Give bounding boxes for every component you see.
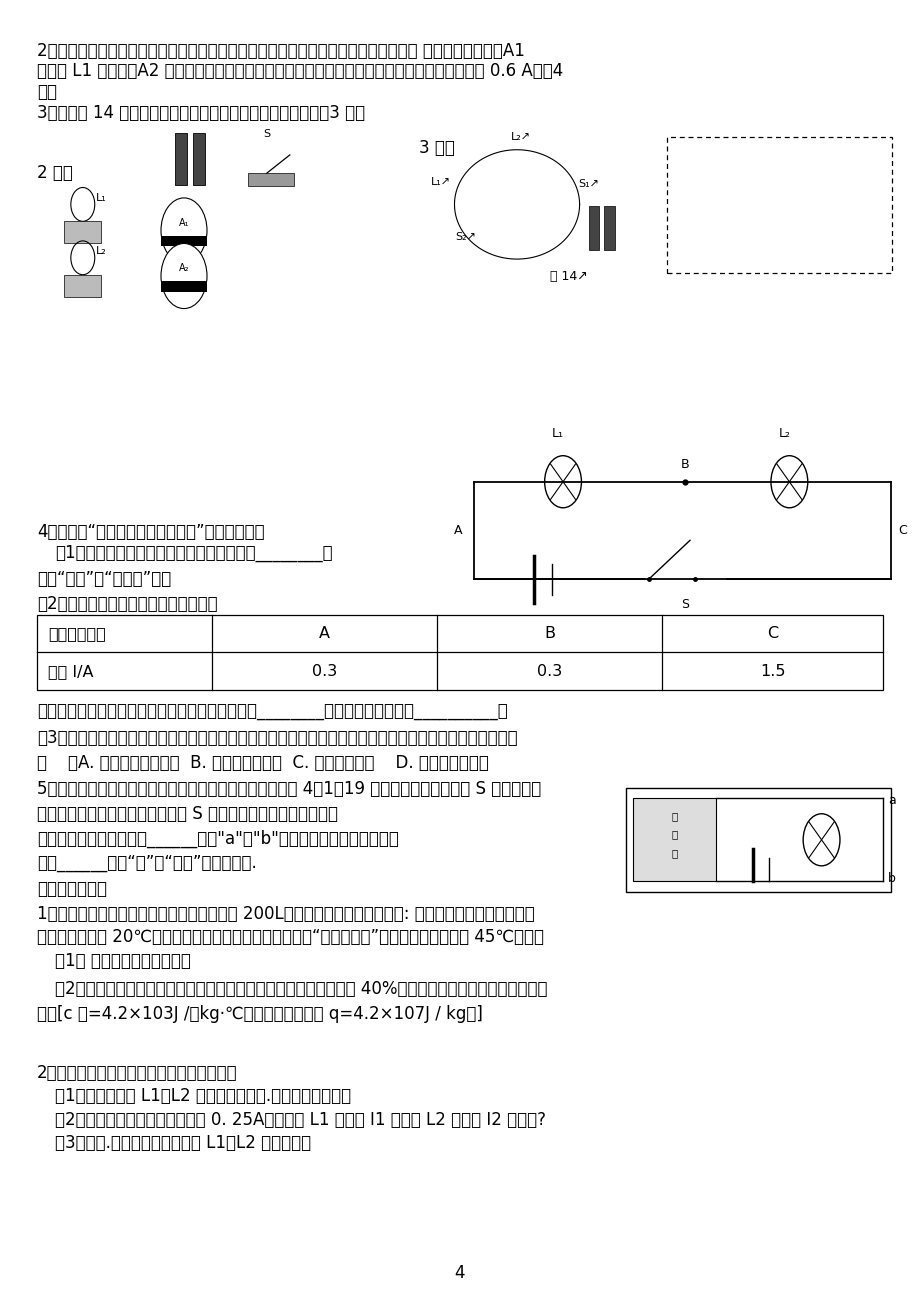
Bar: [625, 788, 890, 892]
Text: 5、恐怖分子在公共场所安装了定时炸弹，其引爆装置如图 4－1－19 所示，起爆前定时开关 S 是闭合的，: 5、恐怖分子在公共场所安装了定时炸弹，其引爆装置如图 4－1－19 所示，起爆前…: [37, 780, 540, 798]
Bar: [632, 798, 715, 881]
Text: 4: 4: [454, 1264, 465, 1282]
Circle shape: [770, 456, 807, 508]
Bar: [64, 275, 101, 297]
Text: B: B: [680, 458, 689, 471]
Text: （2）下表是某同学实验中的二组数据：: （2）下表是某同学实验中的二组数据：: [37, 595, 217, 613]
Text: L₁: L₁: [551, 427, 563, 440]
Text: 爆: 爆: [671, 829, 676, 840]
Text: （    ）A. 通过灯泡的电流小  B. 灯泡的灯丝断了  C. 灯丝的电阔小    D. 小灯泡靠近负极: （ ）A. 通过灯泡的电流小 B. 灯泡的灯丝断了 C. 灯丝的电阔小 D. 小…: [37, 754, 488, 772]
Circle shape: [161, 243, 207, 309]
Bar: [588, 206, 598, 250]
Text: 2 题：: 2 题：: [37, 164, 73, 182]
Text: L₂↗: L₂↗: [510, 132, 530, 142]
Text: S₂↗: S₂↗: [455, 232, 476, 242]
Bar: [248, 173, 294, 186]
Bar: [64, 221, 101, 243]
Text: 器: 器: [671, 848, 676, 858]
Text: 自来水的温度为 20℃，然后给热水器水筱送满水，中午时“温度传感器”显示水筱中的水温为 45℃。求：: 自来水的温度为 20℃，然后给热水器水筱送满水，中午时“温度传感器”显示水筱中的…: [37, 928, 543, 947]
Text: 停止工作，拆弹专家应在______（填"a"或"b"）处剪断导线，拆除前起爆: 停止工作，拆弹专家应在______（填"a"或"b"）处剪断导线，拆除前起爆: [37, 829, 398, 848]
Bar: [161, 281, 207, 292]
Text: 0.3: 0.3: [312, 664, 336, 678]
Text: C: C: [766, 626, 777, 641]
Text: L₂: L₂: [96, 246, 107, 256]
Text: A: A: [319, 626, 329, 641]
Text: 测通过 L1 的电流，A2 测干路的电流。请把实物按要求连成电路。（干路和支路中的电流均小于 0.6 A）（4: 测通过 L1 的电流，A2 测干路的电流。请把实物按要求连成电路。（干路和支路中…: [37, 62, 562, 81]
Text: （3）实验中某同学发现两个串联的小灯泡中，一个发光，一个不发光，造成其中一个小灯泡不发光的原因是: （3）实验中某同学发现两个串联的小灯泡中，一个发光，一个不发光，造成其中一个小灯…: [37, 729, 516, 747]
Circle shape: [161, 198, 207, 263]
Text: A₁: A₁: [178, 217, 189, 228]
Bar: [193, 133, 205, 185]
Text: 起: 起: [671, 811, 676, 822]
Circle shape: [544, 456, 581, 508]
Text: 器上______（填“有”或“没有”）电流通过.: 器上______（填“有”或“没有”）电流通过.: [37, 854, 256, 872]
Text: 3、根据图 14 中所示的实物连接图，在方框内画出电路图。（3 分）: 3、根据图 14 中所示的实物连接图，在方框内画出电路图。（3 分）: [37, 104, 365, 122]
Text: 2、认真观察分析电路图并解答下面的问题：: 2、认真观察分析电路图并解答下面的问题：: [37, 1064, 237, 1082]
Circle shape: [802, 814, 839, 866]
Text: 0.3: 0.3: [537, 664, 562, 678]
Text: L₁: L₁: [96, 193, 107, 203]
Text: C: C: [897, 525, 906, 536]
Text: （1）如果要使灯 L1、L2 串联，则应闭合.断开哪几个开关。: （1）如果要使灯 L1、L2 串联，则应闭合.断开哪几个开关。: [55, 1087, 351, 1105]
Text: 图 14↗: 图 14↗: [550, 270, 587, 283]
Text: 2、现有两节电池，一个开关，导线若干，两个小灯泡，两个电流表，如图所示。要求 两只小灯泡并联，A1: 2、现有两节电池，一个开关，导线若干，两个小灯泡，两个电流表，如图所示。要求 两…: [37, 42, 524, 60]
Text: 3 题：: 3 题：: [418, 139, 454, 158]
Text: （1） 水吸收的热量是多少？: （1） 水吸收的热量是多少？: [55, 952, 191, 970]
Bar: [161, 236, 207, 246]
Bar: [175, 133, 187, 185]
Text: 六、计算题（）: 六、计算题（）: [37, 880, 107, 898]
Text: B: B: [544, 626, 554, 641]
Text: A₂: A₂: [178, 263, 189, 273]
Text: 分）: 分）: [37, 83, 57, 102]
Text: 电流 I/A: 电流 I/A: [48, 664, 93, 678]
Text: S: S: [263, 129, 270, 139]
Text: L₂: L₂: [777, 427, 789, 440]
Text: 1、小阳同学家的太阳能热水器，水筱容积是 200L。小阳进行了一次观察活动: 某天早上，他用温度计测得: 1、小阳同学家的太阳能热水器，水筱容积是 200L。小阳进行了一次观察活动: 某…: [37, 905, 534, 923]
Text: A: A: [454, 525, 462, 536]
Bar: [604, 206, 614, 250]
Text: S₁↗: S₁↗: [577, 178, 598, 189]
Text: b: b: [887, 872, 895, 885]
Text: S: S: [681, 598, 688, 611]
Text: 少？[c 水=4.2×103J /（kg·℃），煎气的热値为 q=4.2×107J / kg。]: 少？[c 水=4.2×103J /（kg·℃），煎气的热値为 q=4.2×107…: [37, 1005, 482, 1023]
Text: L₁↗: L₁↗: [430, 177, 450, 187]
Text: a: a: [887, 794, 894, 807]
Text: （1）实验中，选择两个小灯泡的规格应该是________的: （1）实验中，选择两个小灯泡的规格应该是________的: [55, 544, 333, 562]
Text: （2）如果串联时电流表的示数为 0. 25A，则通过 L1 的电流 I1 和通过 L2 的电流 I2 是多少?: （2）如果串联时电流表的示数为 0. 25A，则通过 L1 的电流 I1 和通过…: [55, 1111, 546, 1129]
Text: 当设定的起爆时间一到，定时开关 S 就会自动断开，为使引爆装置: 当设定的起爆时间一到，定时开关 S 就会自动断开，为使引爆装置: [37, 805, 337, 823]
Text: （2）如果水吸收的这些热量由燃烧煎气来提供，而煎气灶的效率为 40%，求至少需要燃烧煎气的质量是多: （2）如果水吸收的这些热量由燃烧煎气来提供，而煎气灶的效率为 40%，求至少需要…: [55, 980, 547, 999]
Text: 1.5: 1.5: [759, 664, 785, 678]
Text: 电流表的位置: 电流表的位置: [48, 626, 106, 641]
Text: （3）闭合.断开哪几个开关，灯 L1、L2 构成并联。: （3）闭合.断开哪几个开关，灯 L1、L2 构成并联。: [55, 1134, 311, 1152]
Text: （填“相同”或“不相同”）。: （填“相同”或“不相同”）。: [37, 570, 171, 589]
Text: 4、如图是“探究串联电路电流特点”的实验电路图: 4、如图是“探究串联电路电流特点”的实验电路图: [37, 523, 264, 542]
Text: 指出上述表格所记录的数据中，明显错误的数值是________，造成错误的原因是__________。: 指出上述表格所记录的数据中，明显错误的数值是________，造成错误的原因是_…: [37, 703, 507, 721]
